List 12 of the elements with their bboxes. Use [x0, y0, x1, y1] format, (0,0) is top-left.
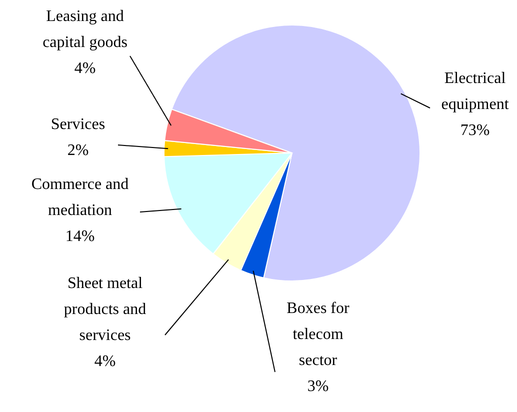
- slice-label: Leasing and capital goods: [42, 8, 128, 51]
- slice-label: Commerce and mediation: [31, 176, 129, 219]
- data-label: 3%: [307, 378, 329, 395]
- slice-label: Boxes for telecom sector: [286, 300, 350, 369]
- data-label: 14%: [65, 228, 95, 245]
- slice-label: Electrical equipment: [441, 70, 510, 113]
- slice-label: Services: [50, 116, 106, 133]
- data-label: 73%: [460, 122, 490, 139]
- data-label: 4%: [74, 60, 96, 77]
- data-label: 2%: [67, 142, 89, 159]
- slice-label: Sheet metal products and services: [64, 275, 146, 344]
- data-label: 4%: [94, 353, 116, 370]
